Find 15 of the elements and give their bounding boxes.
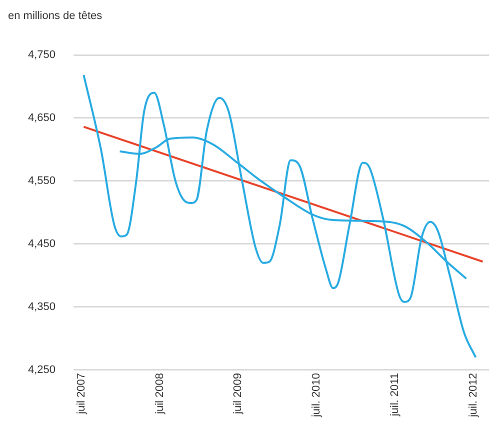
y-tick-label: 4,450 <box>28 238 56 250</box>
x-tick-label: juil 2007 <box>75 372 88 415</box>
y-tick-label: 4,750 <box>28 49 56 62</box>
line-series <box>82 74 477 358</box>
y-tick-label: 4,250 <box>28 364 56 376</box>
x-tick-label: juil. 2010 <box>310 372 323 418</box>
x-tick-label: juil 2009 <box>232 372 244 415</box>
y-tick-label: 4,550 <box>28 175 56 188</box>
y-tick-label: 4,350 <box>28 301 56 314</box>
y-tick-label: 4,650 <box>28 112 56 124</box>
x-tick-label: juil. 2012 <box>467 372 480 418</box>
line-series <box>118 136 468 280</box>
x-tick-label: juil. 2011 <box>388 372 401 418</box>
x-tick-label: juil 2008 <box>154 372 166 415</box>
y-axis-title: en millions de têtes <box>8 10 102 22</box>
